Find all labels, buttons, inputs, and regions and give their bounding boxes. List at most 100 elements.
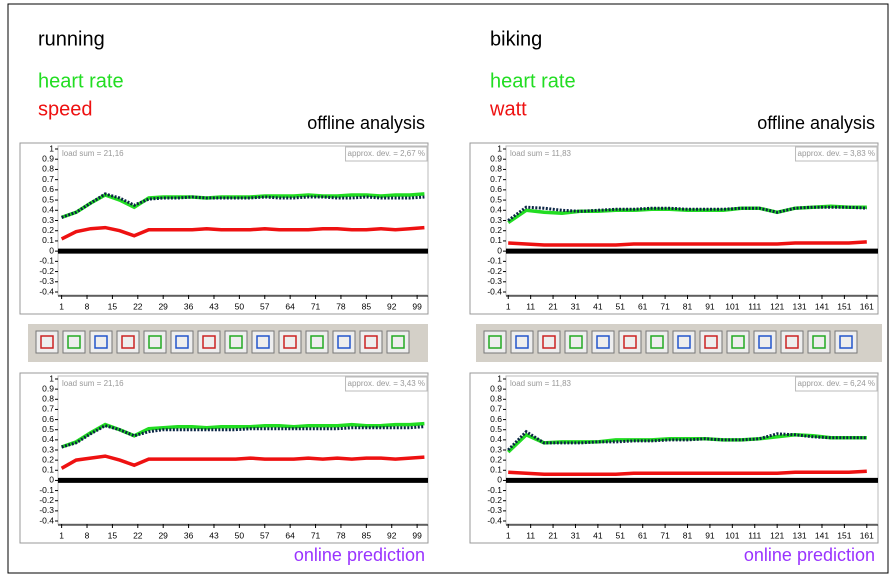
y-tick-label: 0.3	[42, 444, 54, 454]
toolbar-icon	[538, 331, 560, 353]
y-tick-label: 0.1	[490, 465, 502, 475]
x-tick-label: 51	[616, 530, 626, 540]
x-tick-label: 61	[638, 301, 648, 311]
y-tick-label: 0.5	[42, 194, 54, 204]
caption: online prediction	[294, 545, 425, 565]
annotation: approx. dev. = 3,43 %	[348, 379, 425, 388]
y-tick-label: -0.2	[487, 495, 502, 505]
x-tick-label: 50	[235, 530, 245, 540]
y-tick-label: -0.2	[487, 266, 502, 276]
y-tick-label: 0.8	[42, 394, 54, 404]
y-tick-label: -0.4	[487, 286, 502, 296]
x-tick-label: 121	[770, 530, 784, 540]
toolbar-icon	[646, 331, 668, 353]
slide: -0.4-0.3-0.2-0.100.10.20.30.40.50.60.70.…	[0, 0, 889, 574]
y-tick-label: -0.1	[39, 256, 54, 266]
toolbar-icon	[835, 331, 857, 353]
x-tick-label: 36	[184, 301, 194, 311]
y-tick-label: 0.5	[42, 424, 54, 434]
y-tick-label: -0.1	[39, 485, 54, 495]
toolbar-icon	[360, 331, 382, 353]
y-tick-label: 0.7	[490, 174, 502, 184]
y-tick-label: 0.3	[490, 215, 502, 225]
y-tick-label: 0.2	[42, 225, 54, 235]
y-tick-label: 0.9	[42, 153, 54, 163]
y-tick-label: 0	[49, 245, 54, 255]
x-tick-label: 71	[660, 301, 670, 311]
y-tick-label: 0.1	[42, 465, 54, 475]
panel-title: biking	[490, 28, 542, 50]
y-tick-label: 0.9	[42, 383, 54, 393]
x-tick-label: 57	[260, 530, 270, 540]
y-tick-label: -0.3	[39, 505, 54, 515]
toolbar-icon	[333, 331, 355, 353]
x-tick-label: 92	[387, 530, 397, 540]
x-tick-label: 41	[593, 301, 603, 311]
x-tick-label: 91	[705, 530, 715, 540]
x-tick-label: 99	[412, 301, 422, 311]
legend-entry: watt	[489, 98, 527, 120]
y-tick-label: -0.4	[39, 515, 54, 525]
toolbar-icon	[484, 331, 506, 353]
toolbar-icon	[144, 331, 166, 353]
x-tick-label: 22	[133, 301, 143, 311]
x-tick-label: 64	[285, 530, 295, 540]
y-tick-label: 0.4	[42, 434, 54, 444]
x-tick-label: 101	[725, 301, 739, 311]
annotation: load sum = 11,83	[510, 379, 572, 388]
y-tick-label: 0.5	[490, 424, 502, 434]
toolbar-icon	[754, 331, 776, 353]
toolbar-icon	[117, 331, 139, 353]
y-tick-label: 1	[497, 373, 502, 383]
y-tick-label: 0.1	[42, 235, 54, 245]
x-tick-label: 15	[108, 301, 118, 311]
y-tick-label: 0.3	[490, 444, 502, 454]
y-tick-label: -0.4	[39, 286, 54, 296]
y-tick-label: -0.2	[39, 495, 54, 505]
toolbar-icon	[225, 331, 247, 353]
x-tick-label: 15	[108, 530, 118, 540]
x-tick-label: 111	[748, 530, 761, 540]
caption: offline analysis	[757, 113, 875, 133]
x-tick-label: 36	[184, 530, 194, 540]
y-tick-label: 0.9	[490, 383, 502, 393]
x-tick-label: 161	[860, 301, 874, 311]
x-tick-label: 50	[235, 301, 245, 311]
x-tick-label: 61	[638, 530, 648, 540]
y-tick-label: 0.8	[490, 394, 502, 404]
y-tick-label: 0.7	[42, 404, 54, 414]
y-tick-label: 1	[49, 143, 54, 153]
y-tick-label: 0.8	[42, 164, 54, 174]
x-tick-label: 21	[548, 301, 558, 311]
plot-area	[506, 146, 878, 295]
toolbar-icon	[387, 331, 409, 353]
x-tick-label: 81	[683, 530, 693, 540]
toolbar-icon	[727, 331, 749, 353]
x-tick-label: 43	[209, 301, 219, 311]
y-tick-label: 0.6	[42, 184, 54, 194]
legend-entry: heart rate	[490, 70, 576, 92]
x-tick-label: 1	[59, 530, 64, 540]
y-tick-label: 0.7	[42, 174, 54, 184]
x-tick-label: 8	[85, 530, 90, 540]
annotation: approx. dev. = 6,24 %	[798, 379, 875, 388]
toolbar-icon	[592, 331, 614, 353]
annotation: approx. dev. = 3,83 %	[798, 149, 875, 158]
x-tick-label: 51	[616, 301, 626, 311]
toolbar-icon	[700, 331, 722, 353]
y-tick-label: -0.3	[39, 276, 54, 286]
x-tick-label: 101	[725, 530, 739, 540]
legend-entry: heart rate	[38, 70, 124, 92]
x-tick-label: 78	[336, 530, 346, 540]
y-tick-label: 0.6	[490, 184, 502, 194]
y-tick-label: 1	[49, 373, 54, 383]
legend-entry: speed	[38, 98, 93, 120]
x-tick-label: 22	[133, 530, 143, 540]
y-tick-label: -0.1	[487, 485, 502, 495]
x-tick-label: 21	[548, 530, 558, 540]
y-tick-label: 0.3	[42, 215, 54, 225]
y-tick-label: 0.5	[490, 194, 502, 204]
x-tick-label: 11	[526, 301, 535, 311]
plot-area	[58, 376, 428, 524]
toolbar-icon	[63, 331, 85, 353]
